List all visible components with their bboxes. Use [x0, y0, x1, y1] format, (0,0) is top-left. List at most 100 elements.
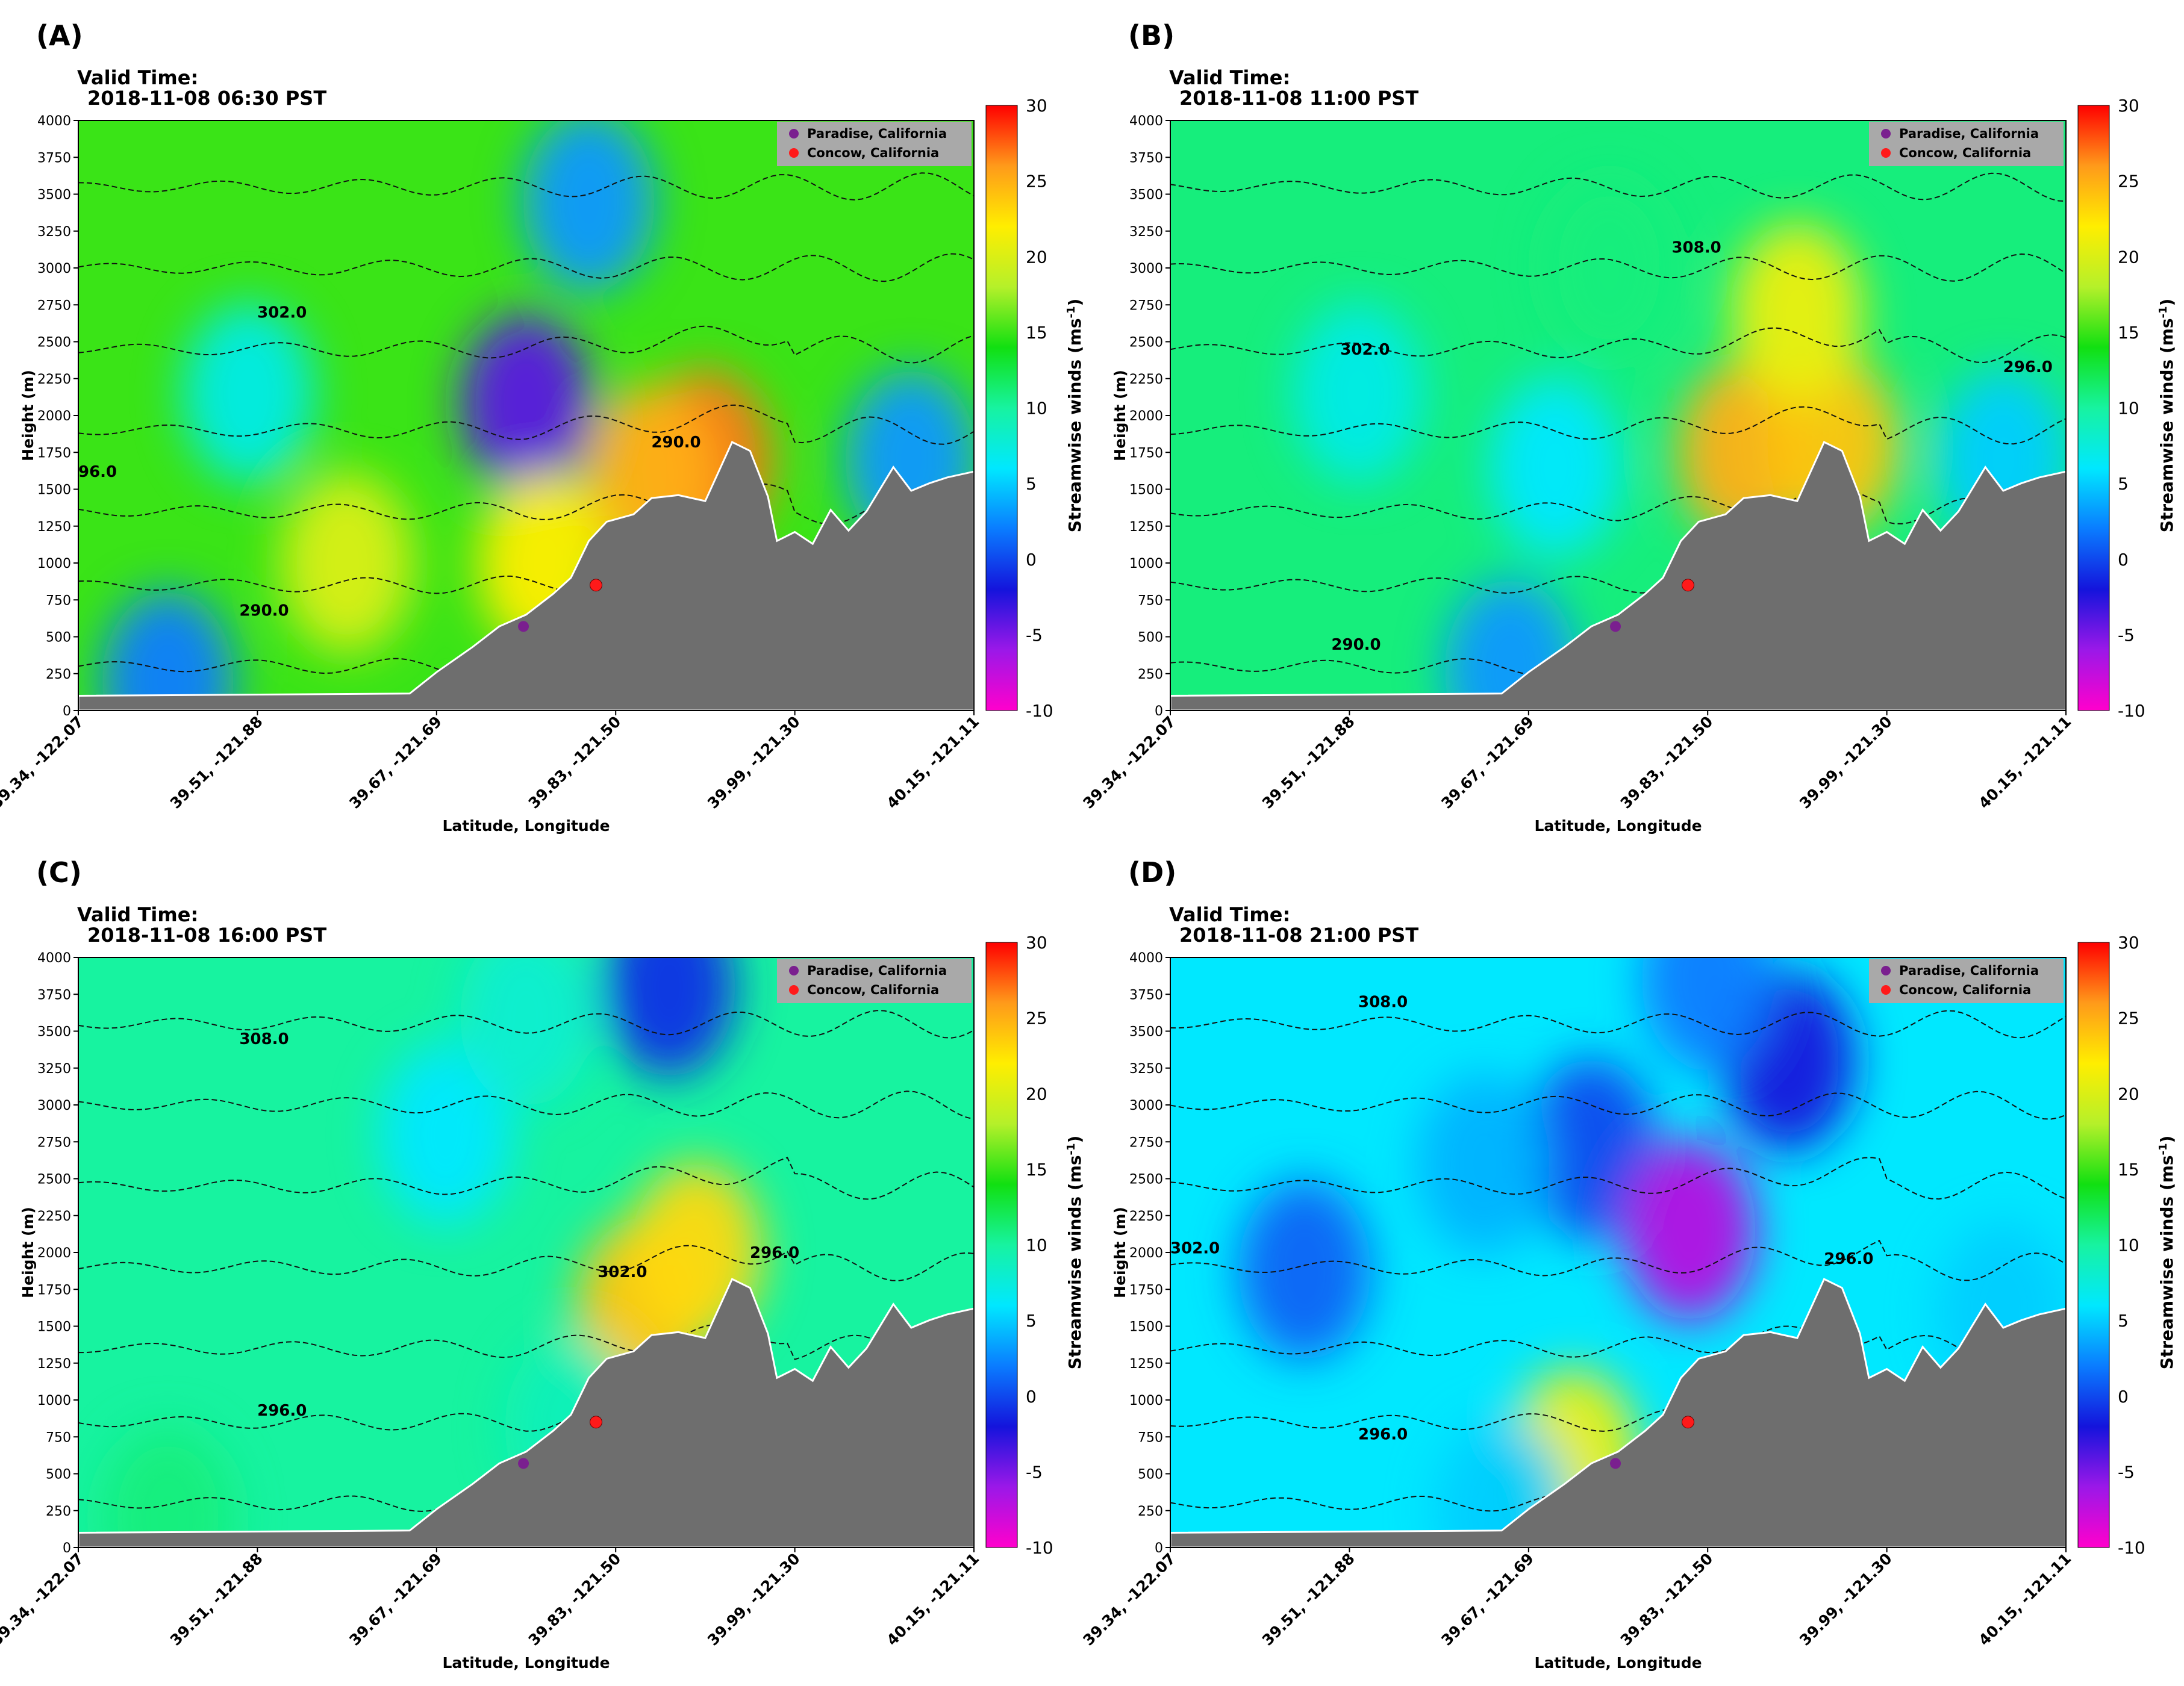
colorbar-label-sup: -1: [1065, 306, 1078, 319]
y-tick-label: 1750: [1129, 1283, 1163, 1298]
colorbar-gradient: [2077, 942, 2110, 1548]
x-tick-label: 39.51, -121.88: [167, 713, 266, 812]
y-tick-label: 1000: [1129, 556, 1163, 571]
colorbar-tick-label: 25: [1026, 1009, 1047, 1028]
colorbar-tick-label: -10: [1026, 1538, 1053, 1558]
legend-concow-marker: [1881, 985, 1891, 995]
contour-label: 308.0: [239, 1030, 289, 1048]
plot-area: 308.0 302.0 296.0 296.0: [1170, 957, 2066, 1548]
contour-line: [78, 253, 974, 282]
colorbar-tick-label: 20: [2118, 1084, 2139, 1104]
colorbar-label-sup: -1: [2157, 306, 2170, 319]
colorbar-tick-label: 10: [2118, 1236, 2139, 1255]
y-tick-label: 3500: [1129, 1025, 1163, 1040]
colorbar-tick-label: 5: [2118, 474, 2129, 494]
x-tick-label: 39.99, -121.30: [704, 713, 803, 812]
y-tick-label: 3000: [1129, 1098, 1163, 1113]
y-axis: 0 250 500 750 1000 1250 1500 1750 2000 2250 2500 27…: [1111, 114, 1170, 719]
contour-line: [78, 1010, 974, 1039]
x-axis-label: Latitude, Longitude: [1534, 1654, 1702, 1672]
colorbar-label-close: ): [1065, 299, 1085, 306]
legend-box: [1869, 122, 2064, 166]
y-tick-label: 1500: [37, 483, 71, 498]
plot-area: 302.0 308.0 290.0 296.0: [1170, 120, 2066, 711]
contour-line: [1170, 556, 2066, 600]
y-tick-label: 3250: [1129, 1062, 1163, 1077]
y-tick-label: 2250: [37, 1209, 71, 1224]
legend-paradise-marker: [1881, 966, 1891, 975]
y-tick-label: 750: [46, 593, 71, 608]
wind-feature: [460, 957, 593, 1107]
y-tick-label: 2250: [1129, 372, 1163, 387]
colorbar: -10 -5 0 5 10 15 20 25 30 Streamwise winds (ms-1): [2077, 933, 2177, 1558]
wind-feature: [1489, 376, 1622, 558]
colorbar-tick-label: 15: [1026, 1160, 1047, 1180]
concow-marker: [1681, 579, 1694, 592]
contour-label: 296.0: [257, 1402, 307, 1420]
y-tick-label: 3000: [1129, 261, 1163, 276]
legend: Paradise, California Concow, California: [1869, 122, 2064, 166]
legend-paradise-label: Paradise, California: [807, 126, 947, 141]
paradise-marker: [518, 1458, 529, 1469]
wind-feature: [379, 1044, 512, 1225]
x-tick-label: 39.34, -122.07: [0, 1550, 87, 1649]
contour-label: 302.0: [597, 1263, 647, 1281]
y-tick-label: 2500: [1129, 335, 1163, 350]
y-tick-label: 250: [46, 1504, 71, 1519]
x-tick-label: 39.51, -121.88: [167, 1550, 266, 1649]
x-tick-label: 40.15, -121.11: [1975, 713, 2074, 812]
y-tick-label: 2000: [1129, 409, 1163, 424]
contour-line: [78, 404, 974, 445]
colorbar-tick-label: 30: [1026, 933, 1047, 953]
x-axis-label: Latitude, Longitude: [442, 817, 610, 835]
contour-line: [78, 1157, 974, 1200]
wind-feature: [603, 957, 736, 1077]
x-axis: 39.34, -122.07 39.51, -121.88 39.67, -121.…: [1079, 1548, 2074, 1672]
y-tick-label: 2000: [37, 409, 71, 424]
y-tick-label: 2750: [1129, 1135, 1163, 1150]
legend-paradise-marker: [1881, 129, 1891, 138]
colorbar: -10 -5 0 5 10 15 20 25 30 Streamwise winds (ms-1): [2077, 96, 2177, 721]
wind-feature: [522, 120, 655, 292]
legend-box: [777, 959, 972, 1003]
wind-feature: [182, 303, 315, 484]
wind-feature: [1524, 1059, 1658, 1240]
legend-paradise-marker: [789, 129, 799, 138]
colorbar-label-close: ): [2157, 299, 2177, 306]
terrain: [78, 441, 974, 711]
y-tick-label: 3000: [37, 261, 71, 276]
wind-feature: [1641, 957, 1774, 1070]
y-tick-label: 750: [1138, 593, 1163, 608]
colorbar-tick-label: 0: [2118, 550, 2129, 570]
contour-line: [78, 1090, 974, 1120]
y-axis-label: Height (m): [19, 370, 37, 461]
legend-concow-label: Concow, California: [1899, 983, 2031, 997]
y-tick-label: 1500: [37, 1320, 71, 1335]
y-axis: 0 250 500 750 1000 1250 1500 1750 2000 2250 2500 27…: [19, 114, 78, 719]
y-tick-label: 2000: [37, 1246, 71, 1261]
contour-label: 290.0: [239, 602, 289, 620]
colorbar-label: Streamwise winds (ms-1): [1065, 299, 1085, 533]
y-tick-label: 1750: [37, 446, 71, 461]
contour-line: [1170, 172, 2066, 202]
y-tick-label: 0: [63, 704, 71, 719]
colorbar-tick-label: 5: [1026, 1311, 1037, 1331]
colorbar-tick-label: 0: [1026, 1387, 1037, 1407]
colorbar-tick-label: 25: [2118, 172, 2139, 191]
y-tick-label: 1500: [1129, 483, 1163, 498]
legend: Paradise, California Concow, California: [1869, 959, 2064, 1003]
wind-feature: [101, 1428, 234, 1548]
wind-feature: [101, 591, 234, 711]
x-tick-label: 40.15, -121.11: [1975, 1550, 2074, 1649]
valid-time-value: 2018-11-08 11:00 PST: [1179, 87, 1418, 110]
terrain: [78, 1278, 974, 1548]
y-tick-label: 1000: [37, 1393, 71, 1408]
y-tick-label: 2250: [37, 372, 71, 387]
y-tick-label: 1000: [1129, 1393, 1163, 1408]
colorbar-tick-label: 20: [1026, 1084, 1047, 1104]
colorbar-tick-label: 15: [2118, 1160, 2139, 1180]
contour-line: [1170, 253, 2066, 282]
panel-c: (C)Valid Time:2018-11-08 16:00 PST308.03…: [0, 856, 1085, 1672]
x-tick-label: 39.83, -121.50: [525, 1550, 625, 1649]
wind-feature: [460, 313, 593, 494]
